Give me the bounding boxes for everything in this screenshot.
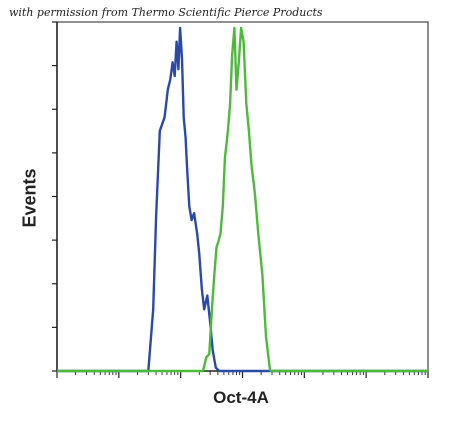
series-2-histogram-line: [201, 26, 272, 372]
x-axis-title: Oct-4A: [213, 388, 269, 407]
permission-credit: with permission from Thermo Scientific P…: [9, 6, 323, 19]
chart-series: [57, 26, 428, 373]
plot-frame: [56, 21, 429, 372]
chart-axes: [52, 21, 429, 378]
series-1-histogram-line: [147, 26, 221, 372]
y-axis-title: Events: [19, 168, 40, 228]
